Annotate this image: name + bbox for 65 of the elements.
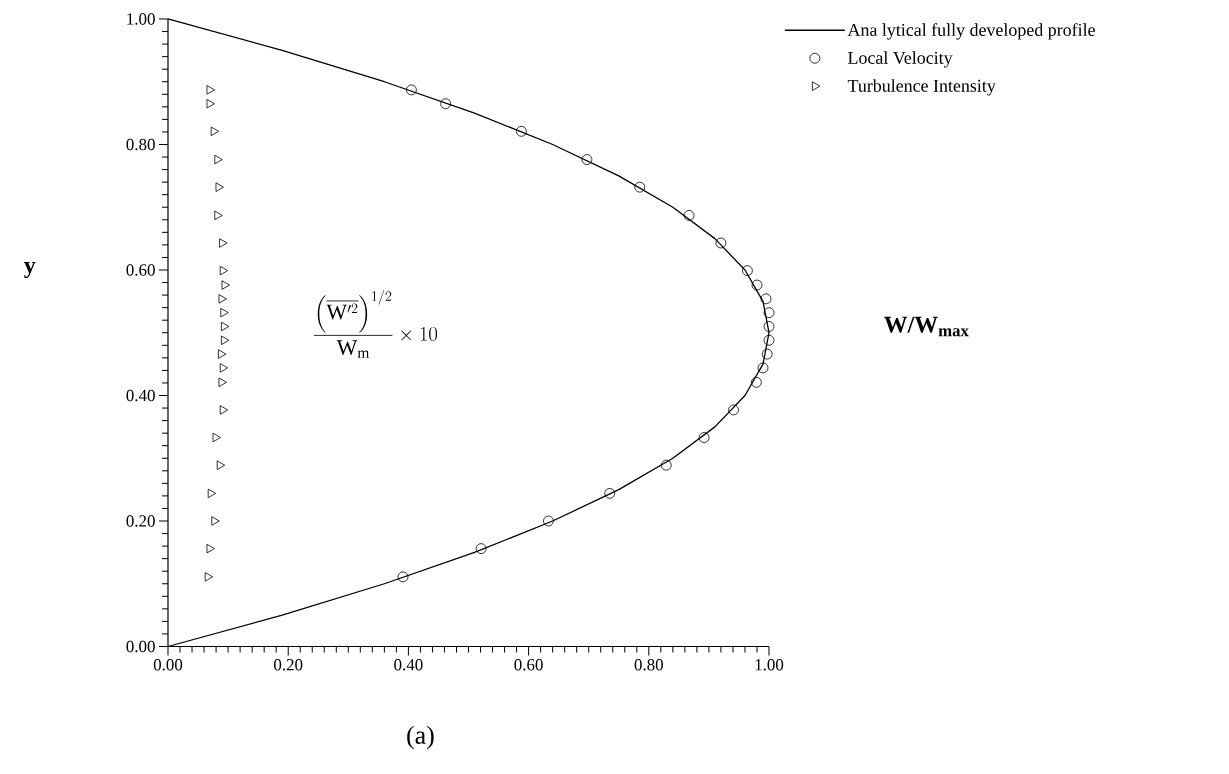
y-tick-label: 0.00 — [126, 640, 155, 653]
point — [763, 334, 775, 346]
point — [211, 516, 220, 526]
point — [515, 125, 527, 137]
point — [757, 362, 769, 374]
y-tick-label: 0.40 — [126, 389, 155, 402]
point — [219, 265, 229, 276]
point — [214, 210, 223, 221]
point — [204, 572, 214, 582]
x-tick-label: 1.00 — [755, 659, 784, 671]
point — [683, 210, 695, 221]
point — [207, 488, 217, 499]
point — [750, 376, 762, 388]
x-tick-label: 0.80 — [634, 659, 663, 671]
point — [216, 460, 226, 470]
point — [543, 515, 554, 527]
point — [475, 543, 487, 555]
point — [218, 377, 227, 388]
point — [763, 307, 775, 319]
text: (a) — [407, 725, 434, 750]
point — [220, 307, 229, 318]
point — [761, 348, 773, 360]
x-tick-label: 0.60 — [514, 659, 543, 671]
point — [660, 459, 672, 471]
point — [206, 85, 215, 95]
point — [698, 432, 710, 443]
x-tick-label: 0.00 — [153, 659, 183, 671]
point — [210, 126, 220, 137]
point — [397, 571, 409, 583]
point — [206, 98, 215, 109]
y-tick-label: 0.80 — [126, 138, 155, 151]
x-tick-label: 0.40 — [394, 659, 423, 671]
point — [581, 154, 593, 165]
legend-label: Turbulence Intensity — [847, 79, 996, 96]
point — [212, 432, 221, 443]
point — [220, 335, 230, 346]
point — [221, 280, 230, 290]
point — [219, 238, 228, 248]
y-tick-label: 0.20 — [126, 515, 155, 527]
point — [220, 321, 230, 332]
annotation: $\frac{\left(\overline{\mathrm{W}'^{2}}\right)^{1/2}}{\mathrm{W}_{\mathrm{m}}}\times 10$ — [314, 290, 438, 358]
point — [406, 84, 417, 96]
point — [215, 182, 224, 192]
point — [634, 181, 646, 193]
point — [219, 405, 229, 415]
point — [206, 543, 215, 554]
x-axis-title: W/W$_{max}$ — [884, 316, 969, 337]
point — [217, 349, 227, 359]
x-tick-label: 0.20 — [274, 659, 303, 671]
y-tick-label: 1.00 — [127, 13, 155, 25]
point — [218, 294, 227, 304]
point — [604, 487, 616, 499]
point — [214, 154, 223, 165]
point — [715, 237, 727, 249]
point — [728, 404, 739, 416]
legend-label: Local Velocity — [848, 51, 953, 68]
point — [440, 98, 452, 110]
point — [741, 265, 753, 277]
y-axis-title: y — [24, 261, 36, 279]
legend-label: Ana lytical fully developed profile — [847, 23, 1095, 40]
point — [760, 293, 772, 305]
y-tick-label: 0.60 — [126, 264, 155, 276]
point — [751, 279, 763, 291]
point — [763, 321, 775, 332]
point — [219, 363, 229, 373]
